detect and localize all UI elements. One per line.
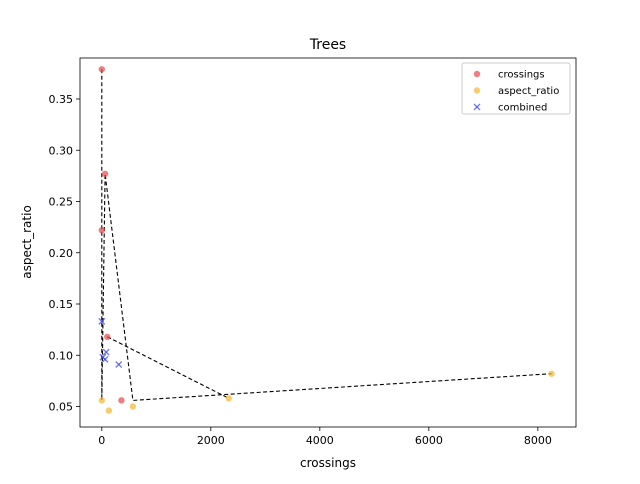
x-tick-label: 6000	[415, 434, 443, 447]
x-tick-label: 8000	[524, 434, 552, 447]
point-aspect_ratio-3	[225, 395, 232, 402]
point-crossings-1	[101, 170, 109, 178]
point-aspect_ratio-0	[98, 397, 106, 404]
legend-label-crossings: crossings	[498, 70, 545, 81]
legend: crossings aspect_ratio combined	[461, 62, 571, 115]
x-tick-label: 0	[98, 434, 105, 447]
legend-marker-crossings	[473, 70, 481, 78]
point-combined-3	[101, 355, 109, 363]
plot-area	[98, 66, 555, 414]
chart-title: Trees	[309, 37, 346, 53]
legend-marker-combined	[473, 103, 481, 111]
point-stroke	[101, 355, 109, 363]
plot-frame	[79, 57, 577, 428]
y-tick-label: 0.30	[49, 144, 74, 157]
point-aspect_ratio-1	[105, 407, 113, 414]
point-aspect_ratio-4	[548, 370, 555, 377]
y-tick-label: 0.35	[49, 93, 74, 106]
y-axis: 0.05 0.10 0.15 0.20 0.25 0.30 0.35	[49, 93, 80, 414]
y-tick-label: 0.10	[49, 349, 74, 362]
y-tick-label: 0.15	[49, 298, 74, 311]
point-combined-1	[102, 348, 110, 356]
x-tick-label: 2000	[197, 434, 225, 447]
point-combined-4	[115, 360, 123, 368]
y-tick-label: 0.05	[49, 401, 74, 414]
connector-line-2	[107, 336, 230, 399]
legend-label-aspect_ratio: aspect_ratio	[498, 86, 559, 97]
x-axis: 0 2000 4000 6000 8000	[98, 427, 552, 447]
y-tick-label: 0.20	[49, 247, 74, 260]
point-stroke	[115, 360, 123, 368]
y-axis-label: aspect_ratio	[20, 205, 34, 279]
point-combined-0	[98, 317, 106, 325]
point-crossings-0	[98, 66, 106, 73]
point-aspect_ratio-2	[129, 403, 137, 410]
point-crossings-4	[118, 397, 125, 404]
point-crossings-2	[98, 227, 106, 234]
point-crossings-3	[104, 333, 111, 340]
point-stroke	[102, 348, 110, 356]
legend-label-combined: combined	[498, 103, 547, 114]
x-axis-label: crossings	[300, 456, 356, 470]
legend-marker-aspect_ratio	[473, 87, 481, 94]
legend-frame	[461, 62, 571, 115]
y-tick-label: 0.25	[49, 196, 74, 209]
x-tick-label: 4000	[306, 434, 334, 447]
point-stroke	[98, 317, 106, 325]
connector-line-1	[101, 69, 552, 401]
